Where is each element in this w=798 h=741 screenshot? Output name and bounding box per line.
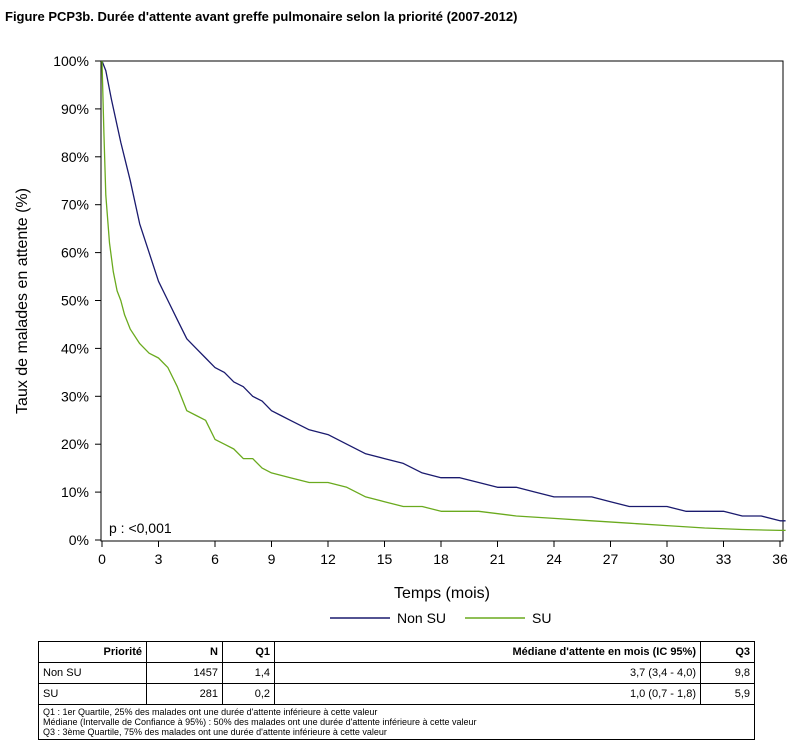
cell-priorite: Non SU bbox=[38, 662, 147, 684]
legend: Non SU SU bbox=[330, 610, 551, 626]
y-tick-label: 100% bbox=[53, 53, 89, 69]
y-tick-label: 30% bbox=[61, 388, 89, 404]
series-line-non-su bbox=[101, 60, 786, 522]
cell-mediane: 1,0 (0,7 - 1,8) bbox=[274, 683, 701, 705]
y-tick-label: 0% bbox=[69, 532, 89, 548]
survival-chart: 0%10%20%30%40%50%60%70%80%90%100% 0 3 6 9 12… bbox=[14, 53, 788, 626]
cell-n: 281 bbox=[146, 683, 223, 705]
x-tick-label: 24 bbox=[546, 551, 562, 567]
y-tick-label: 60% bbox=[61, 245, 89, 261]
note-q1: Q1 : 1er Quartile, 25% des malades ont u… bbox=[43, 707, 378, 717]
header-n: N bbox=[146, 641, 223, 663]
x-tick-label: 21 bbox=[490, 551, 506, 567]
table-notes-row: Q1 : 1er Quartile, 25% des malades ont u… bbox=[38, 704, 755, 740]
y-tick-label: 70% bbox=[61, 197, 89, 213]
x-axis: 0 3 6 9 12 15 18 21 24 27 30 33 36 bbox=[98, 541, 788, 567]
y-axis-label: Taux de malades en attente (%) bbox=[14, 188, 31, 414]
table-notes: Q1 : 1er Quartile, 25% des malades ont u… bbox=[38, 704, 755, 740]
note-q3: Q3 : 3ème Quartile, 75% des malades ont … bbox=[43, 727, 387, 737]
cell-q3: 5,9 bbox=[700, 683, 755, 705]
note-mediane: Médiane (Intervalle de Confiance à 95%) … bbox=[43, 717, 477, 727]
x-tick-label: 15 bbox=[377, 551, 393, 567]
series-lines bbox=[101, 60, 786, 532]
figure-title: Figure PCP3b. Durée d'attente avant gref… bbox=[5, 9, 518, 24]
y-axis: 0% 10% 20% 30% 40% 50% 60% 70% 80% 90% 100% bbox=[53, 53, 101, 548]
x-tick-label: 18 bbox=[433, 551, 449, 567]
table-row: SU 281 0,2 1,0 (0,7 - 1,8) 5,9 bbox=[38, 683, 755, 705]
x-tick-label: 27 bbox=[603, 551, 619, 567]
header-q3: Q3 bbox=[700, 641, 755, 663]
x-tick-label: 6 bbox=[211, 551, 219, 567]
y-tick-label: 10% bbox=[61, 484, 89, 500]
header-priorite: Priorité bbox=[38, 641, 147, 663]
y-tick-label: 80% bbox=[61, 149, 89, 165]
x-tick-label: 36 bbox=[772, 551, 788, 567]
y-tick-label: 90% bbox=[61, 101, 89, 117]
legend-label-su: SU bbox=[532, 610, 551, 626]
x-tick-label: 12 bbox=[320, 551, 336, 567]
legend-label-non-su: Non SU bbox=[397, 610, 446, 626]
plot-area bbox=[100, 60, 784, 542]
header-q1: Q1 bbox=[222, 641, 275, 663]
y-tick-label: 50% bbox=[61, 293, 89, 309]
cell-q1: 0,2 bbox=[222, 683, 275, 705]
x-tick-label: 30 bbox=[659, 551, 675, 567]
cell-q1: 1,4 bbox=[222, 662, 275, 684]
table-header-row: Priorité N Q1 Médiane d'attente en mois … bbox=[38, 641, 755, 663]
cell-n: 1457 bbox=[146, 662, 223, 684]
summary-table: Priorité N Q1 Médiane d'attente en mois … bbox=[38, 641, 755, 740]
cell-q3: 9,8 bbox=[700, 662, 755, 684]
series-line-su bbox=[101, 60, 786, 532]
p-value-annotation: p : <0,001 bbox=[109, 520, 172, 536]
x-tick-label: 3 bbox=[155, 551, 163, 567]
x-tick-label: 9 bbox=[268, 551, 276, 567]
x-tick-label: 0 bbox=[98, 551, 106, 567]
x-tick-label: 33 bbox=[716, 551, 732, 567]
x-axis-label: Temps (mois) bbox=[394, 585, 490, 602]
y-tick-label: 20% bbox=[61, 436, 89, 452]
header-mediane: Médiane d'attente en mois (IC 95%) bbox=[274, 641, 701, 663]
cell-priorite: SU bbox=[38, 683, 147, 705]
table-row: Non SU 1457 1,4 3,7 (3,4 - 4,0) 9,8 bbox=[38, 662, 755, 684]
cell-mediane: 3,7 (3,4 - 4,0) bbox=[274, 662, 701, 684]
y-tick-label: 40% bbox=[61, 340, 89, 356]
